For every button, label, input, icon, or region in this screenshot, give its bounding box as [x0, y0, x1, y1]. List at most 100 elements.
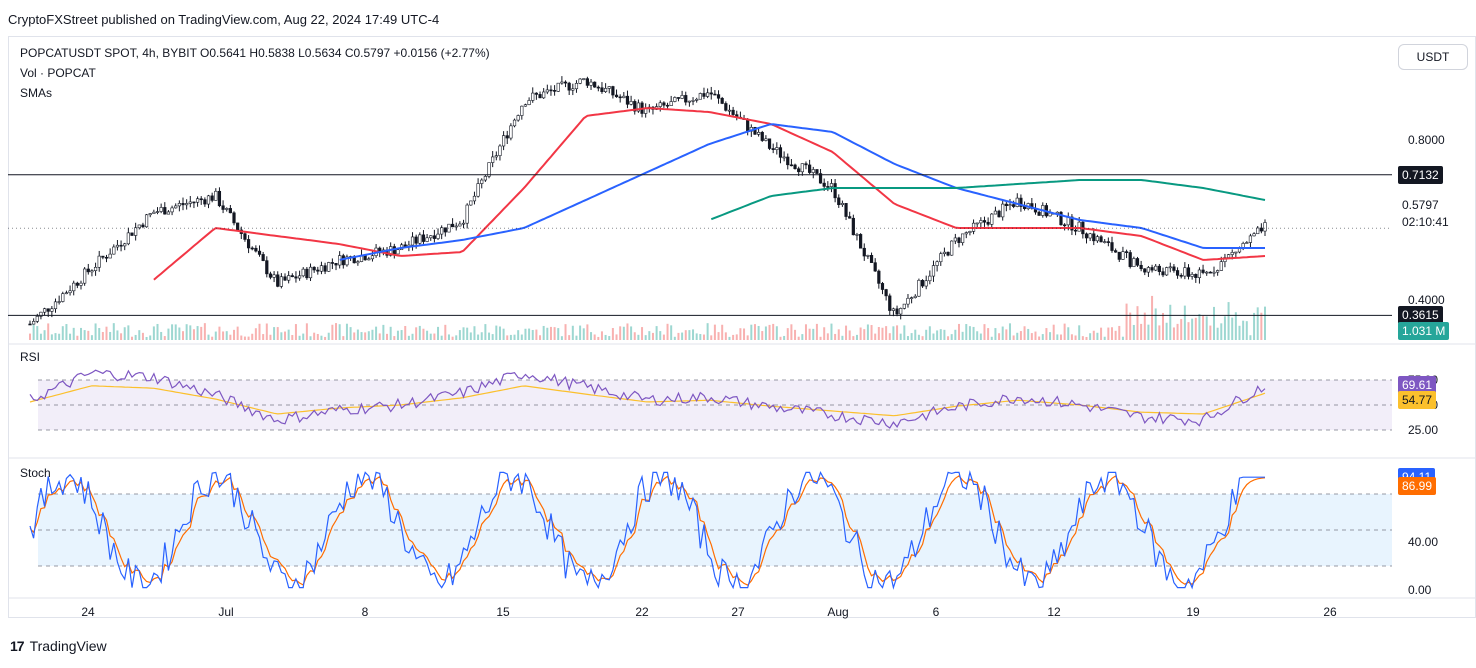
candle-body [228, 208, 232, 214]
candle-body [166, 211, 171, 215]
volume-bar [462, 327, 465, 340]
stoch-k-line [29, 470, 1265, 590]
candle-body [931, 265, 936, 277]
volume-bar [455, 335, 458, 340]
volume-bar [1056, 334, 1059, 340]
volume-bar [316, 333, 319, 340]
volume-bar [342, 336, 345, 340]
candle-body [877, 270, 881, 284]
candle-body [1197, 269, 1202, 278]
candle-body [505, 135, 509, 139]
candle-body [1077, 221, 1081, 232]
volume-bar [437, 326, 440, 340]
candle-body [709, 92, 713, 95]
candle-body [396, 249, 400, 255]
volume-bar [141, 332, 144, 340]
volume-bar [218, 326, 221, 340]
candle-body [1234, 251, 1238, 254]
candle-body [1124, 251, 1129, 253]
candle-body [622, 95, 626, 99]
volume-bar [928, 326, 931, 340]
candle-body [556, 82, 560, 92]
volume-bar [426, 330, 429, 340]
candle-body [465, 204, 469, 224]
candle-body [702, 93, 706, 97]
volume-bar [1034, 331, 1037, 340]
candle-body [185, 203, 189, 206]
volume-bar [43, 330, 46, 340]
candle-body [101, 255, 105, 258]
volume-bar [732, 334, 735, 340]
candle-body [618, 96, 622, 99]
candle-body [72, 282, 76, 292]
volume-bar [488, 332, 491, 340]
candle-body [265, 260, 269, 275]
volume-bar [688, 330, 691, 340]
volume-bar [127, 325, 130, 340]
volume-bar [815, 323, 818, 340]
volume-bar [662, 334, 665, 340]
candle-body [684, 95, 688, 103]
candle-body [1226, 254, 1231, 258]
volume-bar [597, 336, 600, 340]
volume-bar [524, 328, 527, 340]
volume-bar [331, 324, 334, 340]
volume-bar [171, 324, 174, 340]
volume-bar [1012, 335, 1015, 340]
volume-bar [87, 330, 90, 340]
candle-body [472, 195, 477, 202]
candle-body [673, 97, 677, 102]
footer-brand[interactable]: 17 TradingView [10, 638, 107, 654]
volume-bar [1249, 335, 1252, 340]
candle-body [491, 156, 495, 163]
candle-body [108, 253, 112, 259]
candle-body [323, 265, 327, 272]
candle-body [993, 210, 998, 215]
volume-bar [710, 335, 713, 340]
price-tag: 02:10:41 [1398, 213, 1453, 231]
candle-body [1219, 261, 1223, 271]
currency-button[interactable]: USDT [1398, 44, 1468, 70]
volume-bar [837, 329, 840, 340]
candle-body [1059, 211, 1063, 226]
volume-bar [877, 327, 880, 340]
volume-bar [586, 324, 589, 340]
candle-body [866, 255, 870, 257]
volume-bar [229, 334, 232, 340]
candle-body [538, 94, 542, 99]
volume-bar [1089, 333, 1092, 340]
volume-bar [1052, 324, 1055, 340]
volume-bar [954, 329, 957, 340]
volume-bar [101, 331, 104, 340]
candle-body [895, 308, 899, 315]
candle-body [997, 210, 1001, 218]
volume-bar [214, 331, 217, 340]
candle-body [195, 198, 200, 203]
time-tick-label: 8 [362, 605, 369, 619]
volume-bar [276, 327, 279, 340]
candle-body [786, 156, 790, 166]
candle-body [1004, 203, 1008, 207]
candle-body [501, 135, 506, 147]
candle-body [1121, 251, 1125, 260]
candle-body [1175, 270, 1180, 276]
volume-bar [673, 336, 676, 340]
volume-bar [1238, 325, 1241, 340]
volume-bar [706, 323, 709, 340]
volume-bar [1183, 305, 1186, 340]
volume-bar [251, 333, 254, 340]
volume-bar [305, 323, 308, 340]
candle-body [1073, 229, 1078, 232]
volume-bar [320, 335, 323, 340]
volume-bar [269, 334, 272, 340]
candle-body [450, 223, 455, 228]
volume-bar [1140, 323, 1143, 340]
volume-bar [1172, 327, 1175, 340]
volume-bar [976, 331, 979, 340]
candle-body [225, 208, 229, 210]
candle-body [713, 93, 717, 96]
volume-bar [506, 335, 509, 340]
volume-bar [775, 326, 778, 340]
volume-bar [826, 333, 829, 340]
